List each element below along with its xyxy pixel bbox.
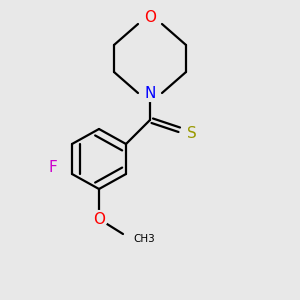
Circle shape	[91, 211, 107, 227]
Circle shape	[184, 125, 200, 142]
Text: O: O	[93, 212, 105, 226]
Text: F: F	[48, 160, 57, 175]
Text: N: N	[144, 85, 156, 100]
Text: S: S	[187, 126, 197, 141]
Text: O: O	[144, 11, 156, 26]
Circle shape	[44, 160, 61, 176]
Text: CH3: CH3	[134, 233, 155, 244]
Circle shape	[142, 10, 158, 26]
Circle shape	[142, 85, 158, 101]
